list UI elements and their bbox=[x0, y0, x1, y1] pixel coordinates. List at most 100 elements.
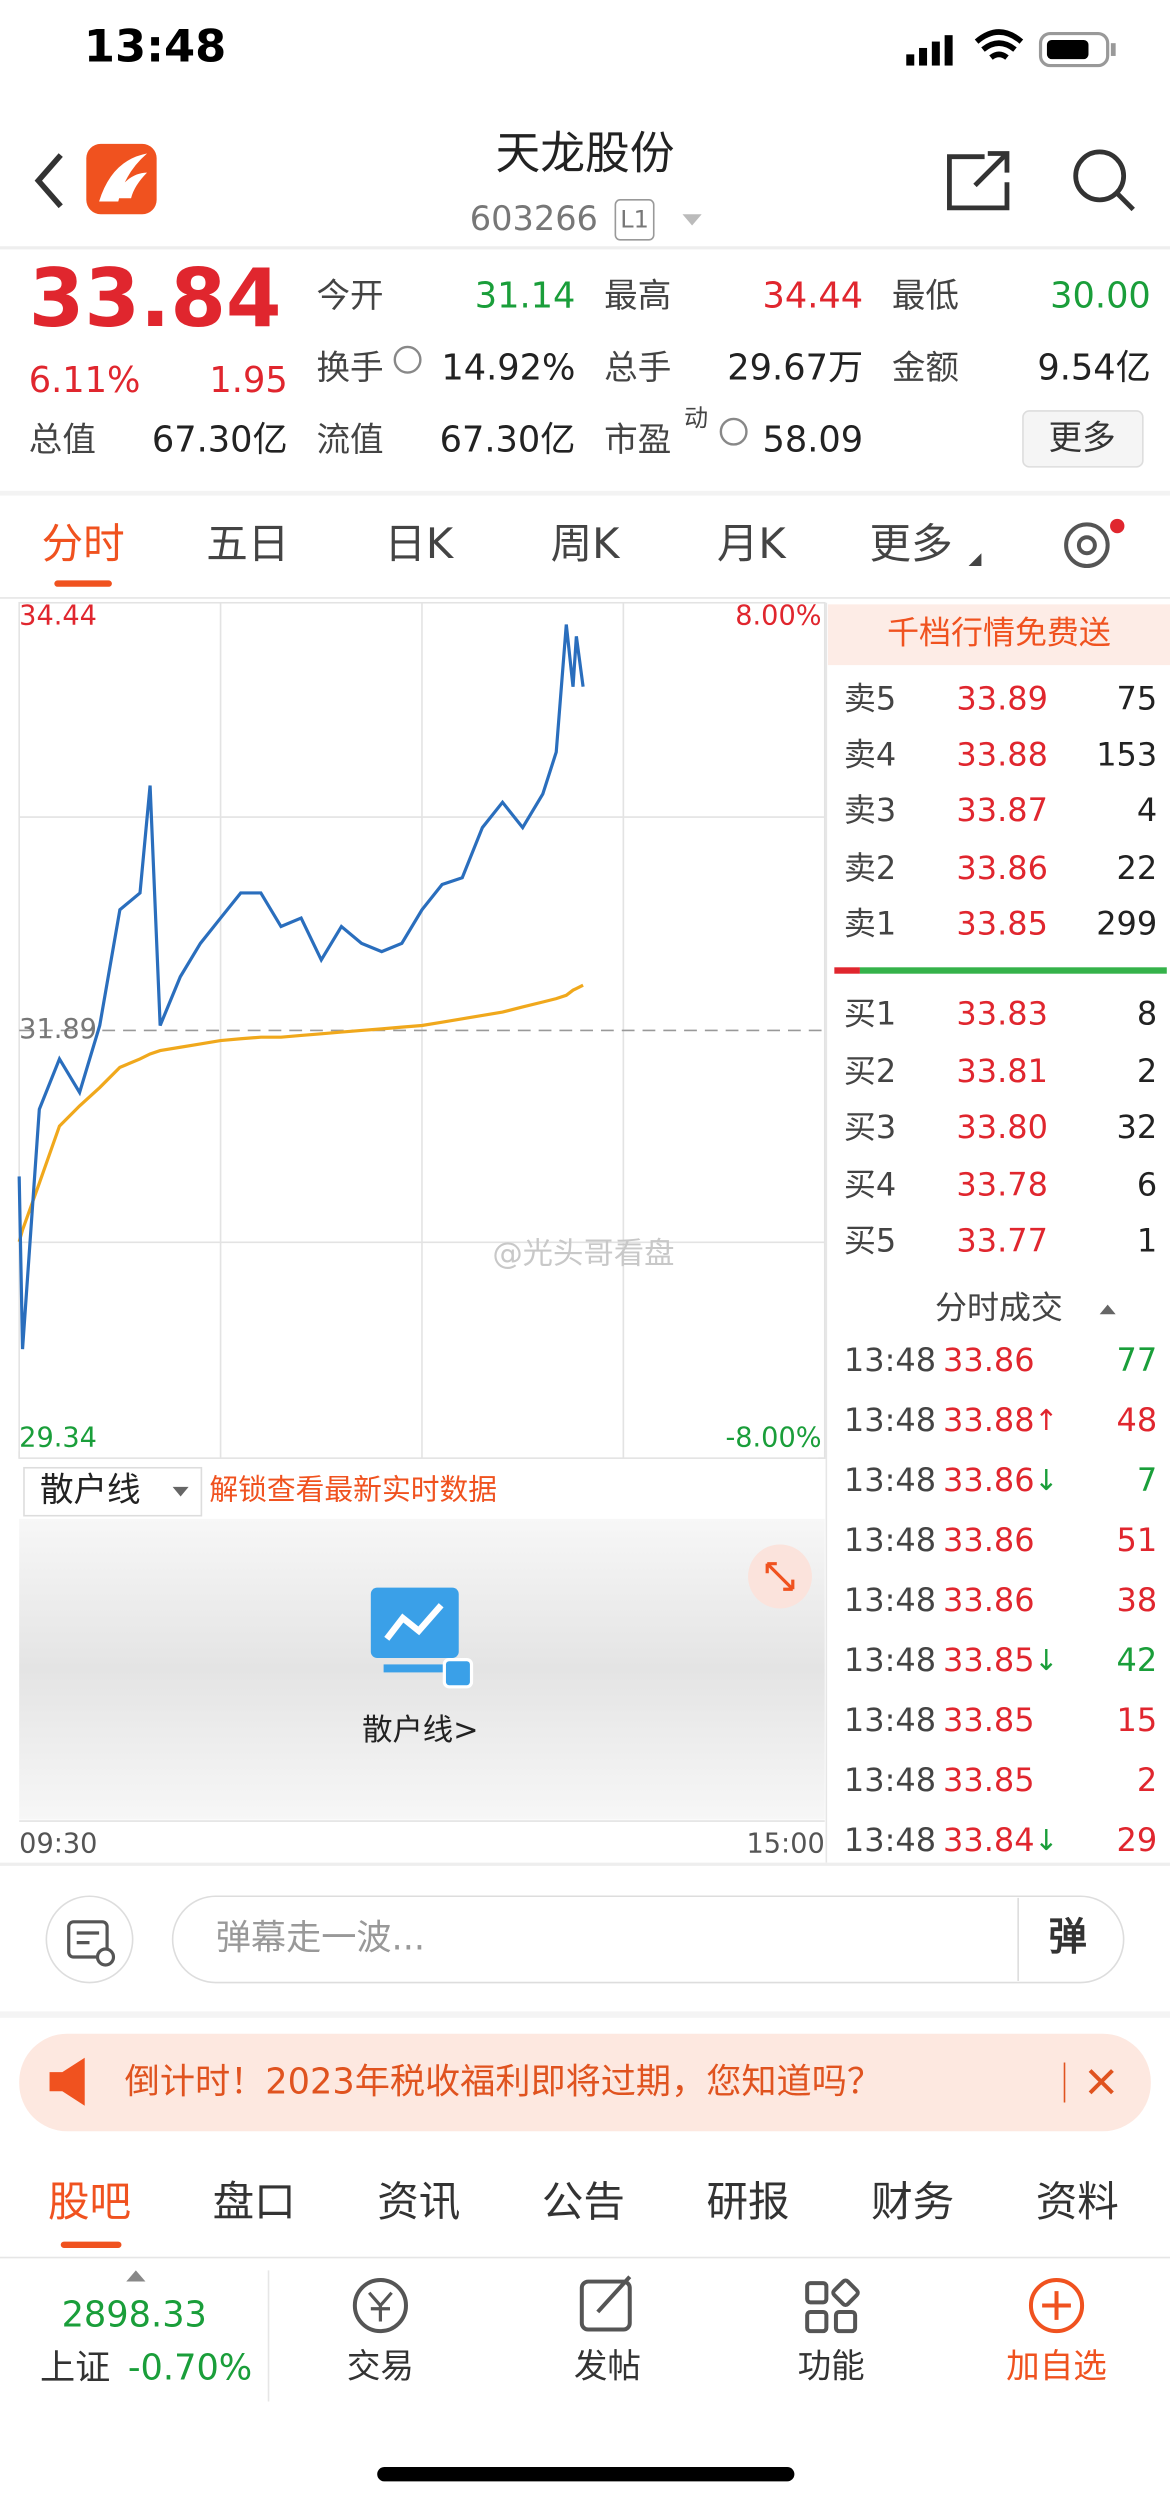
trade-price: 33.88 bbox=[943, 1401, 1035, 1439]
book-label: 买3 bbox=[844, 1108, 896, 1146]
content-tab[interactable]: 盘口 bbox=[213, 2177, 296, 2226]
expand-button[interactable] bbox=[748, 1544, 812, 1609]
stat-label: 总手 bbox=[604, 348, 671, 387]
dropdown[interactable] bbox=[682, 214, 702, 226]
promo-banner[interactable] bbox=[827, 604, 1170, 666]
stat-value: 29.67万 bbox=[727, 347, 863, 388]
stock-code: 603266 bbox=[470, 199, 598, 238]
book-label: 买4 bbox=[844, 1165, 896, 1203]
trade-price: 33.86 bbox=[943, 1341, 1035, 1379]
level-badge-text: L1 bbox=[620, 206, 649, 234]
dropdown bbox=[172, 1486, 189, 1497]
trade-price: 33.86 bbox=[943, 1521, 1035, 1559]
nav-item[interactable]: 交易 bbox=[347, 2346, 414, 2385]
book-label: 卖3 bbox=[844, 791, 896, 829]
change: 1.95 bbox=[209, 360, 287, 401]
y2-tick-label: -8.00% bbox=[725, 1422, 821, 1453]
chart-tab[interactable]: 日K bbox=[384, 519, 455, 568]
stat-label: 换手 bbox=[316, 348, 383, 387]
share-button[interactable] bbox=[947, 151, 1010, 211]
stat-label: 市盈 bbox=[604, 420, 671, 459]
book-label: 卖1 bbox=[844, 905, 896, 943]
trade-price: 33.86 bbox=[943, 1461, 1035, 1499]
book-price: 33.88 bbox=[956, 735, 1048, 773]
indicator-select[interactable] bbox=[23, 1466, 203, 1517]
x-tick-label: 09:30 bbox=[19, 1829, 97, 1860]
app-logo bbox=[86, 143, 157, 215]
danmaku-button[interactable]: 弹 bbox=[1049, 1915, 1087, 1960]
book-label: 买1 bbox=[844, 994, 896, 1032]
book-volume: 8 bbox=[1137, 994, 1157, 1032]
search-button[interactable] bbox=[1073, 149, 1135, 212]
trade-time: 13:48 bbox=[844, 1521, 936, 1559]
watermark: @光头哥看盘 bbox=[492, 1237, 674, 1272]
close-button[interactable] bbox=[1088, 2069, 1114, 2095]
trade-volume: 7 bbox=[1137, 1461, 1157, 1499]
trade-volume: 51 bbox=[1117, 1521, 1158, 1559]
dropdown bbox=[968, 553, 982, 566]
nav-item[interactable]: 发帖 bbox=[574, 2346, 641, 2385]
content-tab[interactable]: 公告 bbox=[542, 2177, 625, 2226]
y2-tick-label: 8.00% bbox=[735, 601, 821, 632]
nav-item[interactable]: 加自选 bbox=[1006, 2346, 1107, 2385]
book-label: 卖2 bbox=[844, 849, 896, 887]
divider bbox=[0, 2011, 1170, 2018]
more-button[interactable] bbox=[1022, 410, 1144, 468]
comment-input[interactable] bbox=[171, 1895, 1125, 1984]
book-label: 买5 bbox=[844, 1221, 896, 1259]
stat-value: 9.54亿 bbox=[1037, 347, 1150, 388]
chart-tab[interactable]: 分时 bbox=[42, 519, 125, 568]
chart-tab[interactable]: 更多 bbox=[870, 519, 953, 568]
book-price: 33.77 bbox=[956, 1221, 1048, 1259]
comment-settings[interactable] bbox=[45, 1895, 134, 1984]
trade-time: 13:48 bbox=[844, 1341, 936, 1379]
trade-volume: 2 bbox=[1137, 1761, 1157, 1799]
promo-banner-text[interactable]: 千档行情免费送 bbox=[887, 614, 1111, 652]
content-tab[interactable]: 资料 bbox=[1036, 2177, 1119, 2226]
stat-value: 67.30亿 bbox=[440, 419, 576, 460]
expand-index[interactable] bbox=[126, 2270, 146, 2282]
home-indicator bbox=[377, 2467, 795, 2482]
book-price: 33.89 bbox=[956, 679, 1048, 717]
price-line bbox=[17, 624, 585, 1350]
content-tab[interactable]: 资讯 bbox=[377, 2177, 460, 2226]
back-button[interactable] bbox=[34, 153, 63, 209]
trade-time: 13:48 bbox=[844, 1821, 936, 1859]
stat-value: 31.14 bbox=[475, 275, 576, 316]
more-button-text[interactable]: 更多 bbox=[1049, 418, 1116, 457]
collapse[interactable] bbox=[1099, 1304, 1116, 1315]
chart-tab[interactable]: 月K bbox=[717, 519, 788, 568]
notice-banner[interactable] bbox=[19, 2033, 1151, 2132]
status-icons bbox=[906, 29, 1116, 68]
chart-frame bbox=[18, 601, 826, 1459]
stat-value: 34.44 bbox=[762, 275, 863, 316]
indicator-name[interactable]: 散户线 bbox=[40, 1470, 141, 1509]
stat-label: 最高 bbox=[604, 276, 671, 315]
buy-ratio bbox=[859, 967, 1167, 974]
nav-item[interactable]: 功能 bbox=[798, 2346, 865, 2385]
stat-label: 总值 bbox=[29, 420, 96, 459]
chart-tab[interactable]: 五日 bbox=[206, 519, 289, 568]
content-tab[interactable]: 股吧 bbox=[48, 2177, 131, 2226]
unlock-link[interactable]: 解锁查看最新实时数据 bbox=[209, 1473, 497, 1507]
stat-value: 30.00 bbox=[1050, 275, 1151, 316]
stat-label-sup: 动 bbox=[684, 404, 708, 432]
book-price: 33.85 bbox=[956, 905, 1048, 943]
index-value: 2898.33 bbox=[62, 2295, 207, 2336]
level-badge bbox=[614, 199, 655, 241]
content-tab[interactable]: 研报 bbox=[706, 2177, 789, 2226]
notice-text[interactable]: 倒计时！2023年税收福利即将过期，您知道吗？ bbox=[125, 2061, 882, 2102]
book-volume: 32 bbox=[1117, 1108, 1158, 1146]
trade-price: 33.85 bbox=[943, 1641, 1035, 1679]
book-volume: 75 bbox=[1117, 679, 1158, 717]
tab-underline bbox=[60, 2241, 122, 2248]
settings-button[interactable] bbox=[1064, 518, 1125, 568]
last-price: 33.84 bbox=[29, 252, 282, 345]
content-tab[interactable]: 财务 bbox=[871, 2177, 954, 2226]
indicator-panel-label[interactable]: 散户线> bbox=[362, 1713, 479, 1748]
comment-placeholder[interactable]: 弹幕走一波... bbox=[216, 1917, 425, 1958]
clock: 13:48 bbox=[84, 20, 226, 73]
chart-tab[interactable]: 周K bbox=[551, 519, 622, 568]
